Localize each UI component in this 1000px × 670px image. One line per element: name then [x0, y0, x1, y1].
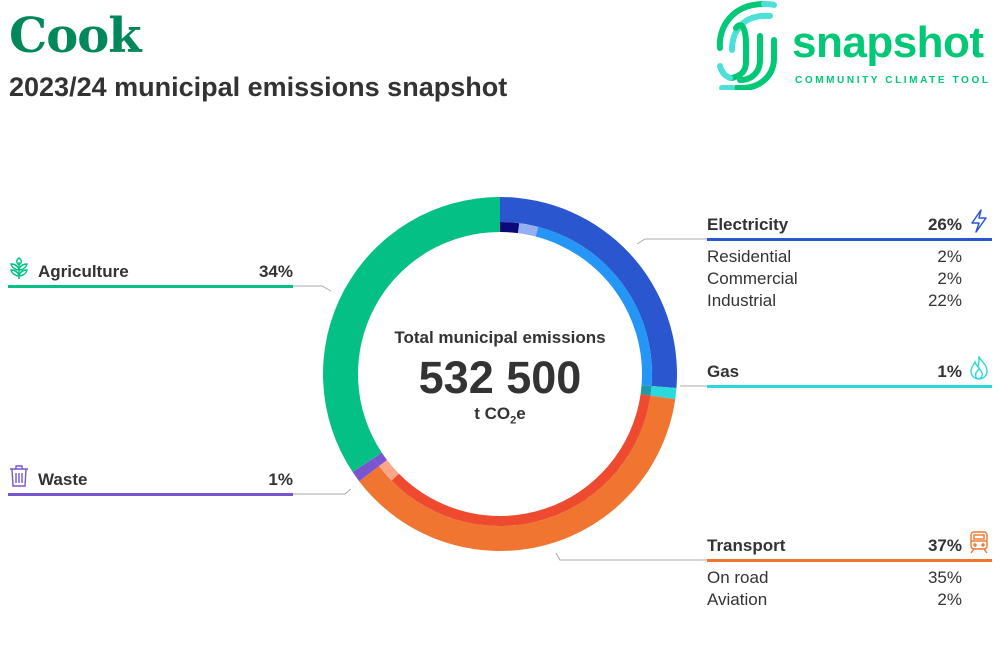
subsector-name: Residential [707, 247, 792, 266]
sector-pct: 1% [268, 470, 293, 489]
subsector-pct: 22% [927, 291, 962, 310]
page-title: Cook [9, 8, 141, 64]
logo-wordmark: snapshot [792, 18, 984, 67]
page-subtitle: 2023/24 municipal emissions snapshot [9, 72, 508, 102]
train-icon [970, 531, 988, 554]
leader-line-electricity [636, 238, 707, 245]
subsector-name: Industrial [707, 291, 776, 310]
sector-header: Gas 1% [707, 356, 992, 388]
donut-slice-transport [359, 395, 676, 552]
donut-subslice-on-road [391, 394, 651, 527]
sector-header: Agriculture 34% [8, 257, 293, 288]
center-label: Total municipal emissions [394, 328, 606, 347]
lightning-icon [971, 209, 987, 233]
leader-line-agriculture [293, 285, 332, 292]
sector-waste: Waste 1% [8, 465, 293, 496]
sector-electricity: Electricity 26% Residential 2% Commercial… [707, 209, 992, 312]
subsector-row: Residential 2% [707, 246, 992, 268]
subsector-name: Commercial [707, 269, 798, 288]
subsector-name: Aviation [707, 590, 768, 609]
donut-subslice-residential [500, 222, 520, 234]
sector-header: Waste 1% [8, 465, 293, 496]
sector-header: Electricity 26% [707, 209, 992, 241]
sector-name: Agriculture [38, 262, 129, 281]
trash-icon [10, 465, 28, 487]
sector-name: Transport [707, 536, 786, 555]
subsector-pct: 2% [937, 269, 962, 288]
plant-icon [10, 257, 28, 279]
unit-subscript: 2 [510, 414, 517, 427]
subsector-row: On road 35% [707, 567, 992, 589]
donut-slice-agriculture [323, 196, 500, 473]
subsector-pct: 2% [937, 590, 962, 609]
sector-name: Gas [707, 362, 740, 381]
logo-tagline: COMMUNITY CLIMATE TOOL [795, 75, 991, 86]
leader-line-transport [555, 552, 707, 561]
emissions-unit: t CO2e [370, 404, 630, 426]
donut-subslice-industrial [535, 226, 652, 387]
subsector-row: Industrial 22% [707, 290, 992, 312]
sector-name: Waste [38, 470, 88, 489]
sector-name: Electricity [707, 215, 789, 234]
leader-line-waste [293, 488, 352, 495]
fingerprint-logo-icon [716, 1, 777, 90]
donut-subslice-gas [640, 385, 652, 396]
unit-text: t CO [474, 404, 511, 423]
total-emissions-value: 532 500 [418, 352, 582, 403]
unit-suffix: e [516, 404, 526, 423]
flame-icon [970, 356, 988, 380]
sector-pct: 34% [258, 262, 293, 281]
sector-header: Transport 37% [707, 531, 992, 562]
subsector-pct: 2% [937, 247, 962, 266]
snapshot-logo: snapshot COMMUNITY CLIMATE TOOL [712, 0, 1000, 95]
donut-subslice-commercial [517, 223, 539, 237]
donut-subslice-waste [373, 452, 388, 467]
sector-gas: Gas 1% [707, 356, 992, 388]
subsector-name: On road [707, 568, 769, 587]
subsector-row: Aviation 2% [707, 589, 992, 611]
sector-pct: 26% [927, 215, 962, 234]
donut-slice-electricity [500, 197, 677, 389]
subsector-pct: 35% [927, 568, 962, 587]
sector-transport: Transport 37% On road 35% Aviation 2% [707, 531, 992, 611]
subsector-row: Commercial 2% [707, 268, 992, 290]
donut-slice-waste [352, 458, 380, 482]
sector-agriculture: Agriculture 34% [8, 257, 293, 288]
donut-slice-gas [650, 386, 677, 400]
sector-pct: 37% [927, 536, 962, 555]
donut-subslice-aviation [379, 459, 399, 481]
sector-pct: 1% [937, 362, 962, 381]
